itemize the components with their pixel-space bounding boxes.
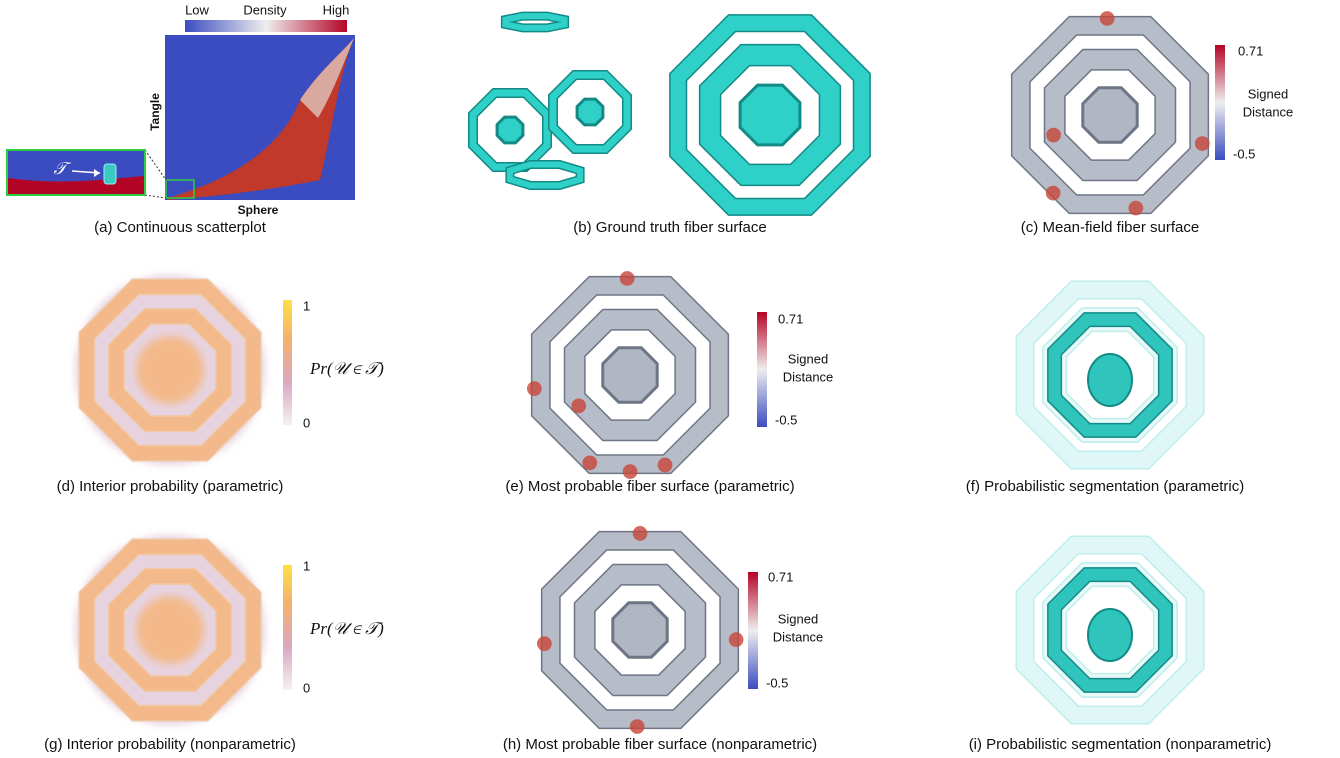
density-highlight bbox=[300, 38, 354, 118]
ring bbox=[1045, 50, 1175, 180]
ring bbox=[109, 309, 231, 431]
colorbar-min: -0.5 bbox=[1233, 146, 1255, 161]
red-patch bbox=[527, 381, 542, 396]
caption: (d) Interior probability (parametric) bbox=[57, 478, 284, 495]
zoom-line bbox=[144, 149, 167, 181]
caption: (a) Continuous scatterplot bbox=[94, 219, 267, 236]
ring bbox=[1048, 313, 1172, 437]
colorbar-label: Pr(𝒰 ∈ 𝒯) bbox=[309, 359, 384, 378]
red-patch bbox=[657, 457, 673, 473]
ring bbox=[1048, 568, 1172, 692]
colorbar bbox=[748, 572, 758, 689]
red-patch bbox=[1046, 127, 1061, 143]
colorbar-title: Signed bbox=[788, 351, 828, 366]
red-patch bbox=[629, 719, 645, 734]
colorbar-max: 1 bbox=[303, 558, 310, 573]
caption: (e) Most probable fiber surface (paramet… bbox=[505, 478, 794, 495]
ring bbox=[565, 310, 695, 440]
colorbar-title: Distance bbox=[1243, 104, 1294, 119]
core bbox=[601, 346, 659, 404]
zoom-box bbox=[165, 179, 195, 199]
ring bbox=[79, 279, 261, 461]
colorbar bbox=[283, 565, 292, 690]
ring bbox=[1017, 282, 1203, 468]
core bbox=[1081, 86, 1139, 144]
colorbar bbox=[185, 20, 347, 32]
colorbar-title: Distance bbox=[773, 629, 824, 644]
core bbox=[1087, 608, 1133, 662]
colorbar-title: Signed bbox=[778, 611, 818, 626]
colorbar-min: -0.5 bbox=[775, 412, 797, 427]
ring bbox=[1017, 537, 1203, 723]
colorbar-high: High bbox=[323, 2, 350, 17]
colorbar-label: Pr(𝒰 ∈ 𝒯) bbox=[309, 619, 384, 638]
colorbar-low: Low bbox=[185, 2, 209, 17]
core bbox=[575, 97, 605, 127]
core bbox=[1087, 353, 1133, 407]
ring bbox=[79, 539, 261, 721]
colorbar bbox=[283, 300, 292, 425]
ring bbox=[575, 565, 705, 695]
red-patch bbox=[728, 632, 744, 647]
prob-core bbox=[136, 596, 204, 664]
prob-core bbox=[136, 336, 204, 404]
colorbar-max: 0.71 bbox=[768, 569, 793, 584]
red-patch bbox=[1128, 200, 1144, 216]
red-patch bbox=[1045, 185, 1061, 201]
red-patch bbox=[632, 526, 648, 541]
arrow-head bbox=[94, 169, 100, 177]
core bbox=[611, 601, 669, 659]
colorbar bbox=[757, 312, 767, 427]
caption: (h) Most probable fiber surface (nonpara… bbox=[503, 736, 817, 753]
colorbar-min: 0 bbox=[303, 415, 310, 430]
ring bbox=[1012, 17, 1208, 213]
caption: (g) Interior probability (nonparametric) bbox=[44, 736, 296, 753]
density-region bbox=[168, 38, 354, 200]
ring bbox=[542, 532, 738, 728]
zoom-line bbox=[144, 194, 167, 199]
red-patch bbox=[582, 455, 598, 471]
caption: (c) Mean-field fiber surface bbox=[1021, 219, 1199, 236]
colorbar bbox=[1215, 45, 1225, 160]
ring bbox=[109, 569, 231, 691]
red-patch bbox=[619, 271, 635, 286]
red-patch bbox=[622, 464, 638, 479]
ring bbox=[700, 45, 840, 185]
red-patch bbox=[1099, 11, 1115, 26]
colorbar-title: Distance bbox=[783, 369, 834, 384]
ring bbox=[549, 71, 631, 153]
y-label: Tangle bbox=[148, 93, 162, 131]
colorbar-title: Density bbox=[243, 2, 287, 17]
colorbar-max: 0.71 bbox=[778, 311, 803, 326]
caption: (b) Ground truth fiber surface bbox=[573, 219, 766, 236]
core bbox=[738, 83, 802, 147]
red-patch bbox=[1194, 136, 1210, 151]
x-label: Sphere bbox=[238, 203, 279, 217]
colorbar-max: 1 bbox=[303, 298, 310, 313]
ring bbox=[532, 277, 728, 473]
red-patch bbox=[537, 636, 552, 651]
colorbar-min: -0.5 bbox=[766, 675, 788, 690]
core bbox=[495, 115, 525, 145]
trait bbox=[103, 163, 117, 185]
colorbar-min: 0 bbox=[303, 680, 310, 695]
ring bbox=[506, 161, 584, 189]
caption: (f) Probabilistic segmentation (parametr… bbox=[966, 478, 1244, 495]
colorbar-max: 0.71 bbox=[1238, 43, 1263, 58]
colorbar-title: Signed bbox=[1248, 86, 1288, 101]
red-patch bbox=[571, 398, 587, 414]
ring bbox=[670, 15, 870, 215]
caption: (i) Probabilistic segmentation (nonparam… bbox=[969, 736, 1272, 753]
ring bbox=[502, 13, 568, 31]
